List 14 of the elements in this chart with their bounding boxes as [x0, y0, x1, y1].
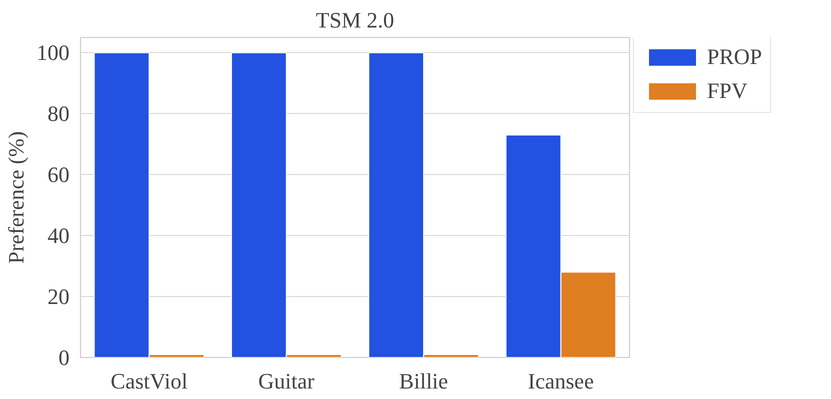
y-tick-label: 20 — [48, 284, 70, 310]
y-tick-label: 100 — [36, 40, 70, 66]
x-tick-label: Icansee — [528, 368, 594, 394]
y-axis-title: Preference (%) — [4, 131, 28, 264]
y-tick-label: 80 — [48, 101, 70, 126]
y-tick-label: 40 — [48, 223, 70, 248]
legend-label: FPV — [707, 78, 748, 104]
x-tick-label: Guitar — [258, 368, 316, 394]
y-tick-label: 60 — [48, 162, 70, 188]
legend-label: PROP — [707, 44, 762, 70]
chart-title: TSM 2.0 — [316, 8, 394, 32]
x-tick-label: CastViol — [110, 368, 188, 394]
x-tick-label: Billie — [399, 368, 448, 394]
y-tick-label: 0 — [58, 345, 70, 370]
